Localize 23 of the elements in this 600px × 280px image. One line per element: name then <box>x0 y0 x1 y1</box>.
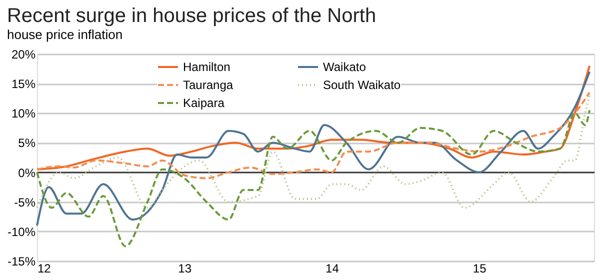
legend-label: Waikato <box>323 60 366 74</box>
line-series <box>36 94 591 209</box>
y-tick-label: -5% <box>14 195 36 210</box>
y-tick-label: 10% <box>11 106 36 121</box>
x-tick-label: 12 <box>38 262 52 276</box>
x-tick-label: 15 <box>472 262 487 276</box>
legend-label: South Waikato <box>323 78 401 92</box>
y-tick-label: -10% <box>7 224 36 239</box>
line-series <box>36 109 591 248</box>
y-tick-label: 20% <box>11 48 36 62</box>
chart-subtitle: house price inflation <box>6 27 123 42</box>
x-tick-label: 14 <box>326 262 340 276</box>
y-tick-label: 0% <box>18 166 36 180</box>
chart-title: Recent surge in house prices of the North <box>6 5 376 27</box>
legend-label: Kaipara <box>183 96 225 110</box>
y-tick-label: -15% <box>7 254 36 268</box>
legend-label: Tauranga <box>183 78 234 92</box>
line-series <box>36 70 591 227</box>
y-tick-label: 5% <box>18 136 36 150</box>
x-tick-label: 13 <box>178 262 192 276</box>
line-series <box>36 91 591 180</box>
y-tick-label: 15% <box>11 77 36 92</box>
legend-label: Hamilton <box>183 60 230 74</box>
